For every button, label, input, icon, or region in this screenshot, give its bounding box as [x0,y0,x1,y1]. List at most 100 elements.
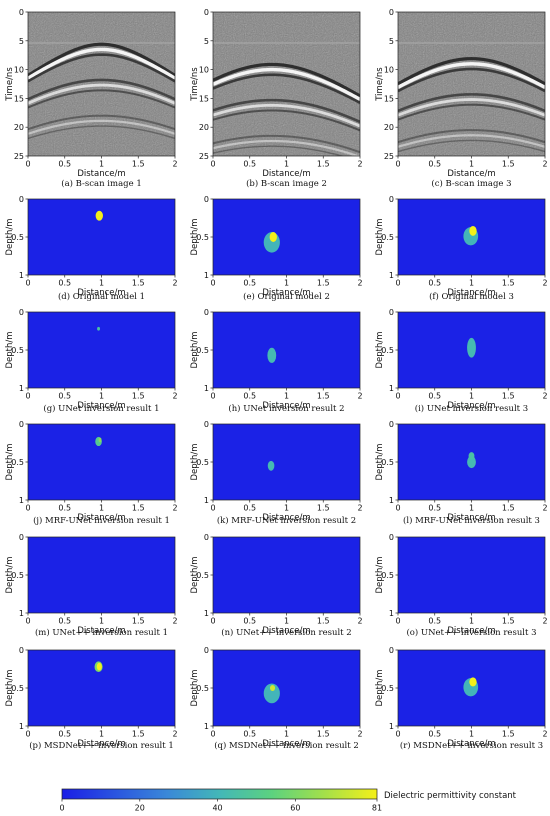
y-tick-label: 1 [389,722,394,731]
hyperbola-echo-2-3 [213,109,360,132]
background-medium [28,199,175,275]
y-tick-label: 0 [19,420,24,429]
anomaly-1 [267,460,275,471]
panel-1: 0 0.5 1 1.5 20510152025Distance/mTime/ns(a) … [5,8,178,189]
x-tick-label: 1.5 [132,279,145,288]
colorbar-tick-label: 0 [59,804,64,813]
hyperbola-echo-2-1 [398,93,545,113]
x-axis-label: Distance/m [447,401,495,411]
y-tick-label: 0 [204,308,209,317]
hyperbola-echo-3-3 [398,139,545,153]
anomaly-1 [95,210,103,221]
y-tick-label: 0.5 [11,684,24,693]
hyperbola-echo-1-3 [213,73,360,104]
x-tick-label: 1 [284,392,289,401]
hyperbola-echo-1-3 [28,53,175,83]
y-axis-label: Time/ns [375,67,385,102]
background-medium [213,312,360,388]
hyperbola-echo-3-3 [28,125,175,140]
y-axis-label: Depth/m [375,218,385,255]
x-tick-label: 1.5 [502,279,515,288]
x-tick-label: 1.5 [502,392,515,401]
x-tick-label: 1 [99,504,104,513]
panel-caption: (m) UNet++ inversion result 1 [35,627,168,638]
y-tick-label: 0 [204,533,209,542]
x-tick-label: 0 [25,504,30,513]
x-tick-label: 0 [210,160,215,169]
x-tick-label: 0.5 [58,617,71,626]
panel-caption: (o) UNet++ inversion result 3 [406,627,536,638]
x-tick-label: 1.5 [317,504,330,513]
y-tick-label: 0 [389,420,394,429]
model-image [28,650,175,726]
panel-caption: (d) Original model 1 [58,291,145,302]
y-tick-label: 1 [389,496,394,505]
y-axis-label: Depth/m [190,331,200,368]
y-tick-label: 20 [199,123,209,132]
y-tick-label: 0.5 [11,458,24,467]
x-tick-label: 1.5 [502,504,515,513]
y-axis-label: Depth/m [375,443,385,480]
background-medium [28,424,175,500]
bscan-image [398,12,545,156]
background-medium [28,537,175,613]
y-tick-label: 0 [19,308,24,317]
x-tick-label: 1 [469,279,474,288]
colorbar-tick-label: 81 [372,804,382,813]
x-tick-label: 2 [542,730,547,739]
x-tick-label: 2 [357,279,362,288]
y-tick-label: 0 [19,533,24,542]
model-image [398,650,545,726]
x-tick-label: 1.5 [502,160,515,169]
panel-caption: (k) MRF-UNet inversion result 2 [217,515,356,526]
y-tick-label: 1 [389,609,394,618]
anomaly-1 [267,347,277,363]
x-tick-label: 0 [210,392,215,401]
hyperbola-echo-2-3 [398,103,545,121]
y-axis-label: Depth/m [375,331,385,368]
x-tick-label: 0 [25,730,30,739]
y-tick-label: 15 [199,94,209,103]
x-tick-label: 1.5 [132,617,145,626]
panel-caption: (c) B-scan image 3 [431,178,511,189]
y-tick-label: 0 [204,195,209,204]
x-tick-label: 1.5 [317,730,330,739]
panel-grid: 0 0.5 1 1.5 20510152025Distance/mTime/ns(a) … [5,8,548,751]
x-tick-label: 0.5 [243,730,256,739]
x-axis-label: Distance/m [77,288,125,298]
x-tick-label: 0.5 [243,279,256,288]
model-image [28,537,175,613]
x-tick-label: 1.5 [317,160,330,169]
y-tick-label: 0.5 [381,346,394,355]
model-image [213,537,360,613]
x-tick-label: 1 [99,730,104,739]
x-tick-label: 2 [542,160,547,169]
x-tick-label: 0.5 [243,160,256,169]
y-axis-label: Depth/m [5,443,15,480]
direct-wave-band [213,41,360,44]
direct-wave-band [398,41,545,44]
x-tick-label: 1 [99,279,104,288]
y-tick-label: 0 [204,8,209,17]
y-tick-label: 20 [384,123,394,132]
x-tick-label: 0 [395,392,400,401]
x-tick-label: 1.5 [317,392,330,401]
model-image [213,424,360,500]
x-tick-label: 0 [395,279,400,288]
panel-caption: (n) UNet++ inversion result 2 [221,627,351,638]
background-medium [213,199,360,275]
x-tick-label: 1 [284,279,289,288]
x-tick-label: 2 [172,617,177,626]
anomaly-1 [97,326,101,331]
colorbar: Dielectric permittivity constant 0 20 40 60… [59,788,517,813]
y-tick-label: 0.5 [196,458,209,467]
hyperbola-echo-1-2 [213,67,360,101]
x-axis-label: Distance/m [447,626,495,636]
x-tick-label: 0.5 [58,730,71,739]
colorbar-label: Dielectric permittivity constant [384,791,517,801]
